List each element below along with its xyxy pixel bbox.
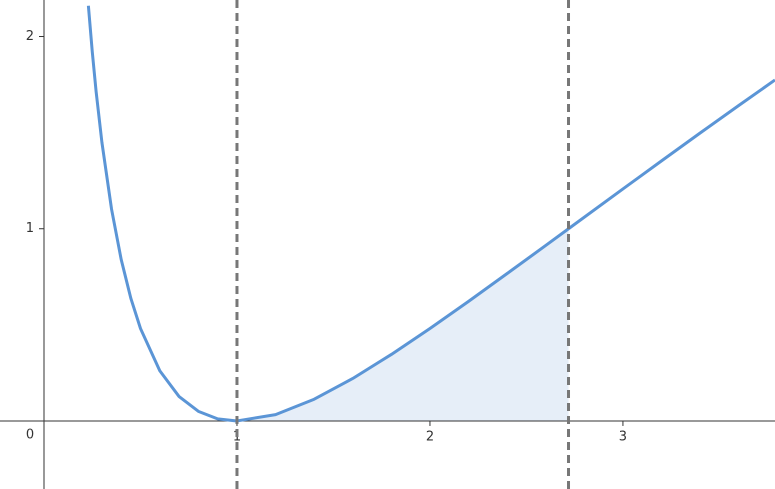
x-tick-label: 3 (619, 429, 627, 444)
curve (86, 5, 775, 423)
x-tick-label: 2 (426, 429, 434, 444)
shaded-area (236, 228, 569, 421)
y-tick-label: 2 (26, 29, 34, 44)
origin-label: 0 (26, 427, 34, 442)
y-tick-label: 1 (26, 221, 34, 236)
